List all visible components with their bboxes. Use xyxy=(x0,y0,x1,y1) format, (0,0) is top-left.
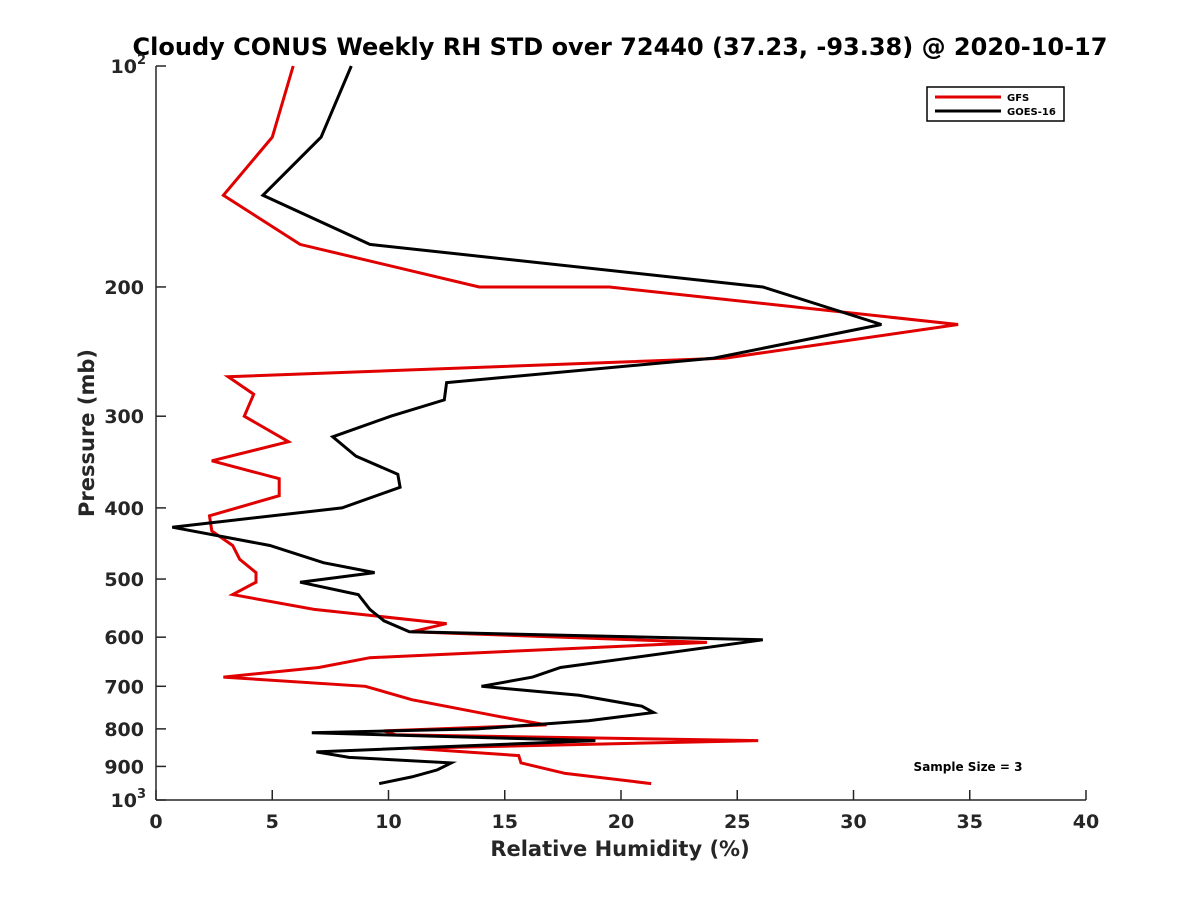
x-axis-label: Relative Humidity (%) xyxy=(490,837,749,861)
y-tick-label: 200 xyxy=(104,277,144,299)
x-tick-label: 0 xyxy=(149,811,162,833)
x-tick-label: 15 xyxy=(492,811,518,833)
x-tick-label: 40 xyxy=(1073,811,1099,833)
axes: 0 5 10 15 20 25 30 35 40 102 200 300 400 500 600 700 800… xyxy=(104,53,1099,833)
y-tick-label: 800 xyxy=(104,719,144,741)
x-tick-label: 20 xyxy=(608,811,634,833)
legend: GFS GOES-16 xyxy=(926,86,1065,122)
x-tick-label: 30 xyxy=(840,811,866,833)
legend-label-gfs: GFS xyxy=(1007,93,1029,104)
y-tick-label: 300 xyxy=(104,406,144,428)
sample-size-annotation: Sample Size = 3 xyxy=(914,760,1023,774)
x-tick-label: 10 xyxy=(375,811,401,833)
legend-box xyxy=(926,86,1065,122)
chart-title: Cloudy CONUS Weekly RH STD over 72440 (3… xyxy=(133,33,1108,61)
y-tick-label: 700 xyxy=(104,676,144,698)
legend-label-goes-16: GOES-16 xyxy=(1007,107,1056,118)
y-tick-label: 900 xyxy=(104,756,144,778)
x-tick-label: 35 xyxy=(957,811,983,833)
y-tick-label: 500 xyxy=(104,569,144,591)
x-tick-label: 5 xyxy=(266,811,279,833)
y-tick-label: 400 xyxy=(104,498,144,520)
series-line-goes-16 xyxy=(172,65,882,786)
x-tick-label: 25 xyxy=(724,811,750,833)
y-tick-label: 103 xyxy=(111,787,147,812)
y-tick-label: 102 xyxy=(111,53,147,78)
plot-area xyxy=(172,65,959,786)
y-axis-label: Pressure (mb) xyxy=(75,349,99,517)
y-tick-label: 600 xyxy=(104,627,144,649)
